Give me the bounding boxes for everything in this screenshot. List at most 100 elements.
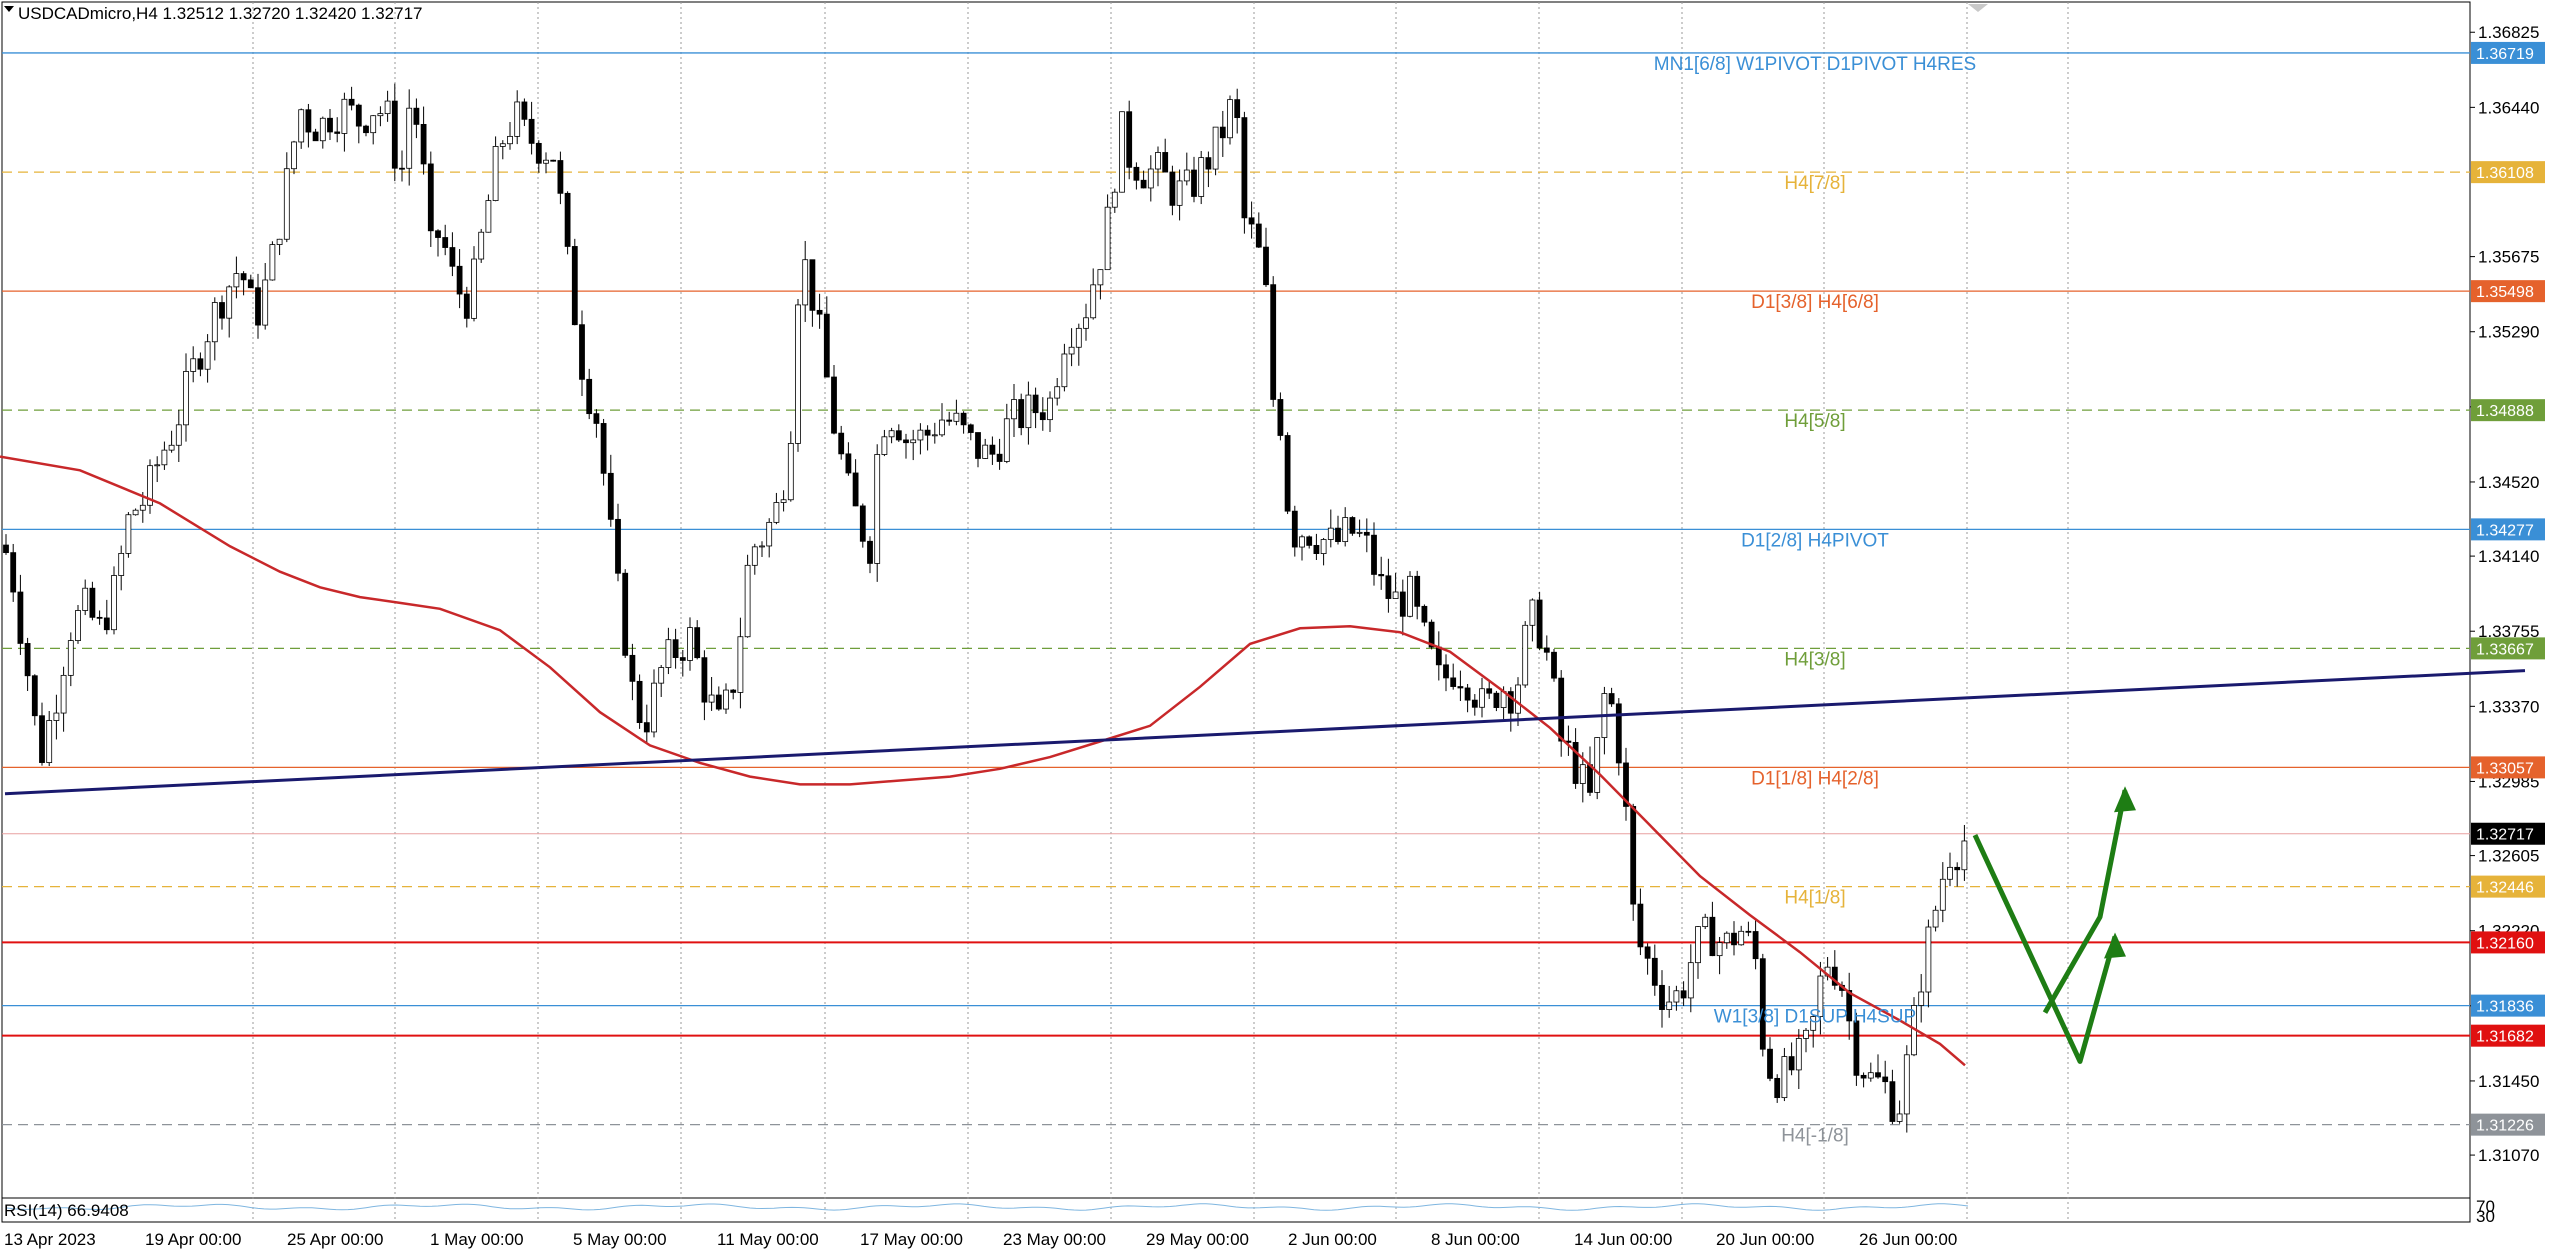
candle-bull xyxy=(1198,157,1205,197)
candle-bull xyxy=(939,419,945,436)
candle-bull xyxy=(1061,353,1068,388)
candle-bear xyxy=(960,412,967,426)
symbol-header: USDCADmicro,H4 1.32512 1.32720 1.32420 1… xyxy=(18,4,423,23)
forecast-arrow[interactable] xyxy=(1972,834,2118,1064)
candle-bull xyxy=(226,286,233,319)
candle-bull xyxy=(132,509,139,516)
price-tag-label: 1.31836 xyxy=(2476,999,2534,1016)
candle-bull xyxy=(384,100,391,115)
candle-bear xyxy=(1363,531,1370,536)
candle-bull xyxy=(1155,152,1161,170)
level-label: D1[1/8] H4[2/8] xyxy=(1751,768,1879,789)
candle-bear xyxy=(1263,246,1269,286)
time-tick-label: 5 May 00:00 xyxy=(573,1230,667,1249)
candle-bear xyxy=(420,123,427,165)
candle-bear xyxy=(1435,646,1442,666)
candle-bear xyxy=(1875,1072,1881,1078)
candle-bull xyxy=(1320,539,1327,554)
candle-bull xyxy=(233,273,240,288)
dropdown-triangle-icon[interactable] xyxy=(4,6,14,12)
candle-bull xyxy=(183,371,189,426)
candle-bull xyxy=(204,341,211,370)
candle-bull xyxy=(1896,1113,1903,1122)
trendline[interactable] xyxy=(4,669,2526,796)
candle-bull xyxy=(1111,191,1118,208)
candle-bear xyxy=(1248,217,1255,225)
candle-bull xyxy=(190,358,197,372)
time-tick-label: 26 Jun 00:00 xyxy=(1859,1230,1957,1249)
candle-bull xyxy=(147,465,153,506)
candle-bear xyxy=(255,287,261,326)
candle-bull xyxy=(917,429,924,441)
price-tag-label: 1.36719 xyxy=(2476,46,2534,63)
candle-bear xyxy=(1680,990,1687,999)
candle-bear xyxy=(348,98,355,106)
candle-bear xyxy=(1385,575,1392,599)
candle-bull xyxy=(759,545,765,548)
candle-bull xyxy=(168,444,175,451)
candle-bear xyxy=(96,616,103,619)
scroll-marker-icon[interactable] xyxy=(1968,4,1988,12)
candle-bear xyxy=(521,101,528,120)
vertical-gridlines xyxy=(252,2,2069,1222)
candle-bull xyxy=(1932,909,1939,928)
candle-bear xyxy=(10,552,17,593)
price-tag xyxy=(2471,875,2545,898)
candle-bear xyxy=(3,544,9,554)
candle-bear xyxy=(413,107,420,125)
candle-bear xyxy=(1284,435,1291,512)
candle-bull xyxy=(1147,168,1154,189)
candle-bull xyxy=(723,689,729,710)
forecast-arrow[interactable] xyxy=(2042,789,2128,1014)
level-labels: MN1[6/8] W1PIVOT D1PIVOT H4RES H4[7/8] D1[… xyxy=(1654,54,1976,1147)
candle-bear xyxy=(1608,693,1615,705)
price-tag xyxy=(2471,41,2545,64)
candle-bull xyxy=(780,499,787,503)
candle-bear xyxy=(1464,687,1471,701)
price-tick-label: 1.31450 xyxy=(2478,1072,2539,1091)
candle-bear xyxy=(24,643,31,677)
candle-bull xyxy=(1803,1029,1809,1039)
candle-bull xyxy=(1104,206,1111,271)
level-label: MN1[6/8] W1PIVOT D1PIVOT H4RES xyxy=(1654,54,1976,75)
candle-bull xyxy=(1212,126,1219,170)
candle-bear xyxy=(600,423,607,474)
candle-bull xyxy=(773,502,780,523)
candle-bear xyxy=(1759,958,1766,1050)
price-tag xyxy=(2471,1113,2545,1136)
level-label: H4[-1/8] xyxy=(1781,1126,1849,1147)
candle-bull xyxy=(75,610,81,641)
candle-bear xyxy=(1651,957,1658,986)
candle-bear xyxy=(1572,741,1579,784)
candle-bull xyxy=(485,200,492,233)
candle-bull xyxy=(1781,1056,1788,1099)
candle-bull xyxy=(874,454,881,564)
candle-bull xyxy=(1176,180,1183,206)
candle-bull xyxy=(665,639,672,668)
candle-bull xyxy=(341,98,348,134)
candle-bull xyxy=(982,444,989,459)
candle-bear xyxy=(622,572,629,656)
candle-bear xyxy=(1659,984,1665,1010)
candle-bull xyxy=(514,101,521,137)
candle-bear xyxy=(197,358,204,370)
price-tick-label: 1.34520 xyxy=(2478,473,2539,492)
candlesticks xyxy=(3,83,1968,1133)
candle-bear xyxy=(1752,931,1759,960)
candle-bear xyxy=(17,591,24,644)
candle-bull xyxy=(406,107,413,169)
time-tick-label: 29 May 00:00 xyxy=(1146,1230,1249,1249)
price-axis: 1.368251.364401.356751.352901.349051.345… xyxy=(2470,23,2545,1165)
candle-bear xyxy=(449,247,456,267)
candle-bull xyxy=(1356,531,1363,534)
candle-bull xyxy=(708,694,715,703)
candle-bull xyxy=(377,113,384,117)
candle-bull xyxy=(154,464,161,467)
time-tick-label: 13 Apr 2023 xyxy=(4,1230,96,1249)
candle-bull xyxy=(1925,926,1932,993)
candle-bull xyxy=(46,720,53,763)
candle-bull xyxy=(471,258,477,319)
candle-bear xyxy=(550,159,557,162)
candle-bear xyxy=(859,505,866,542)
